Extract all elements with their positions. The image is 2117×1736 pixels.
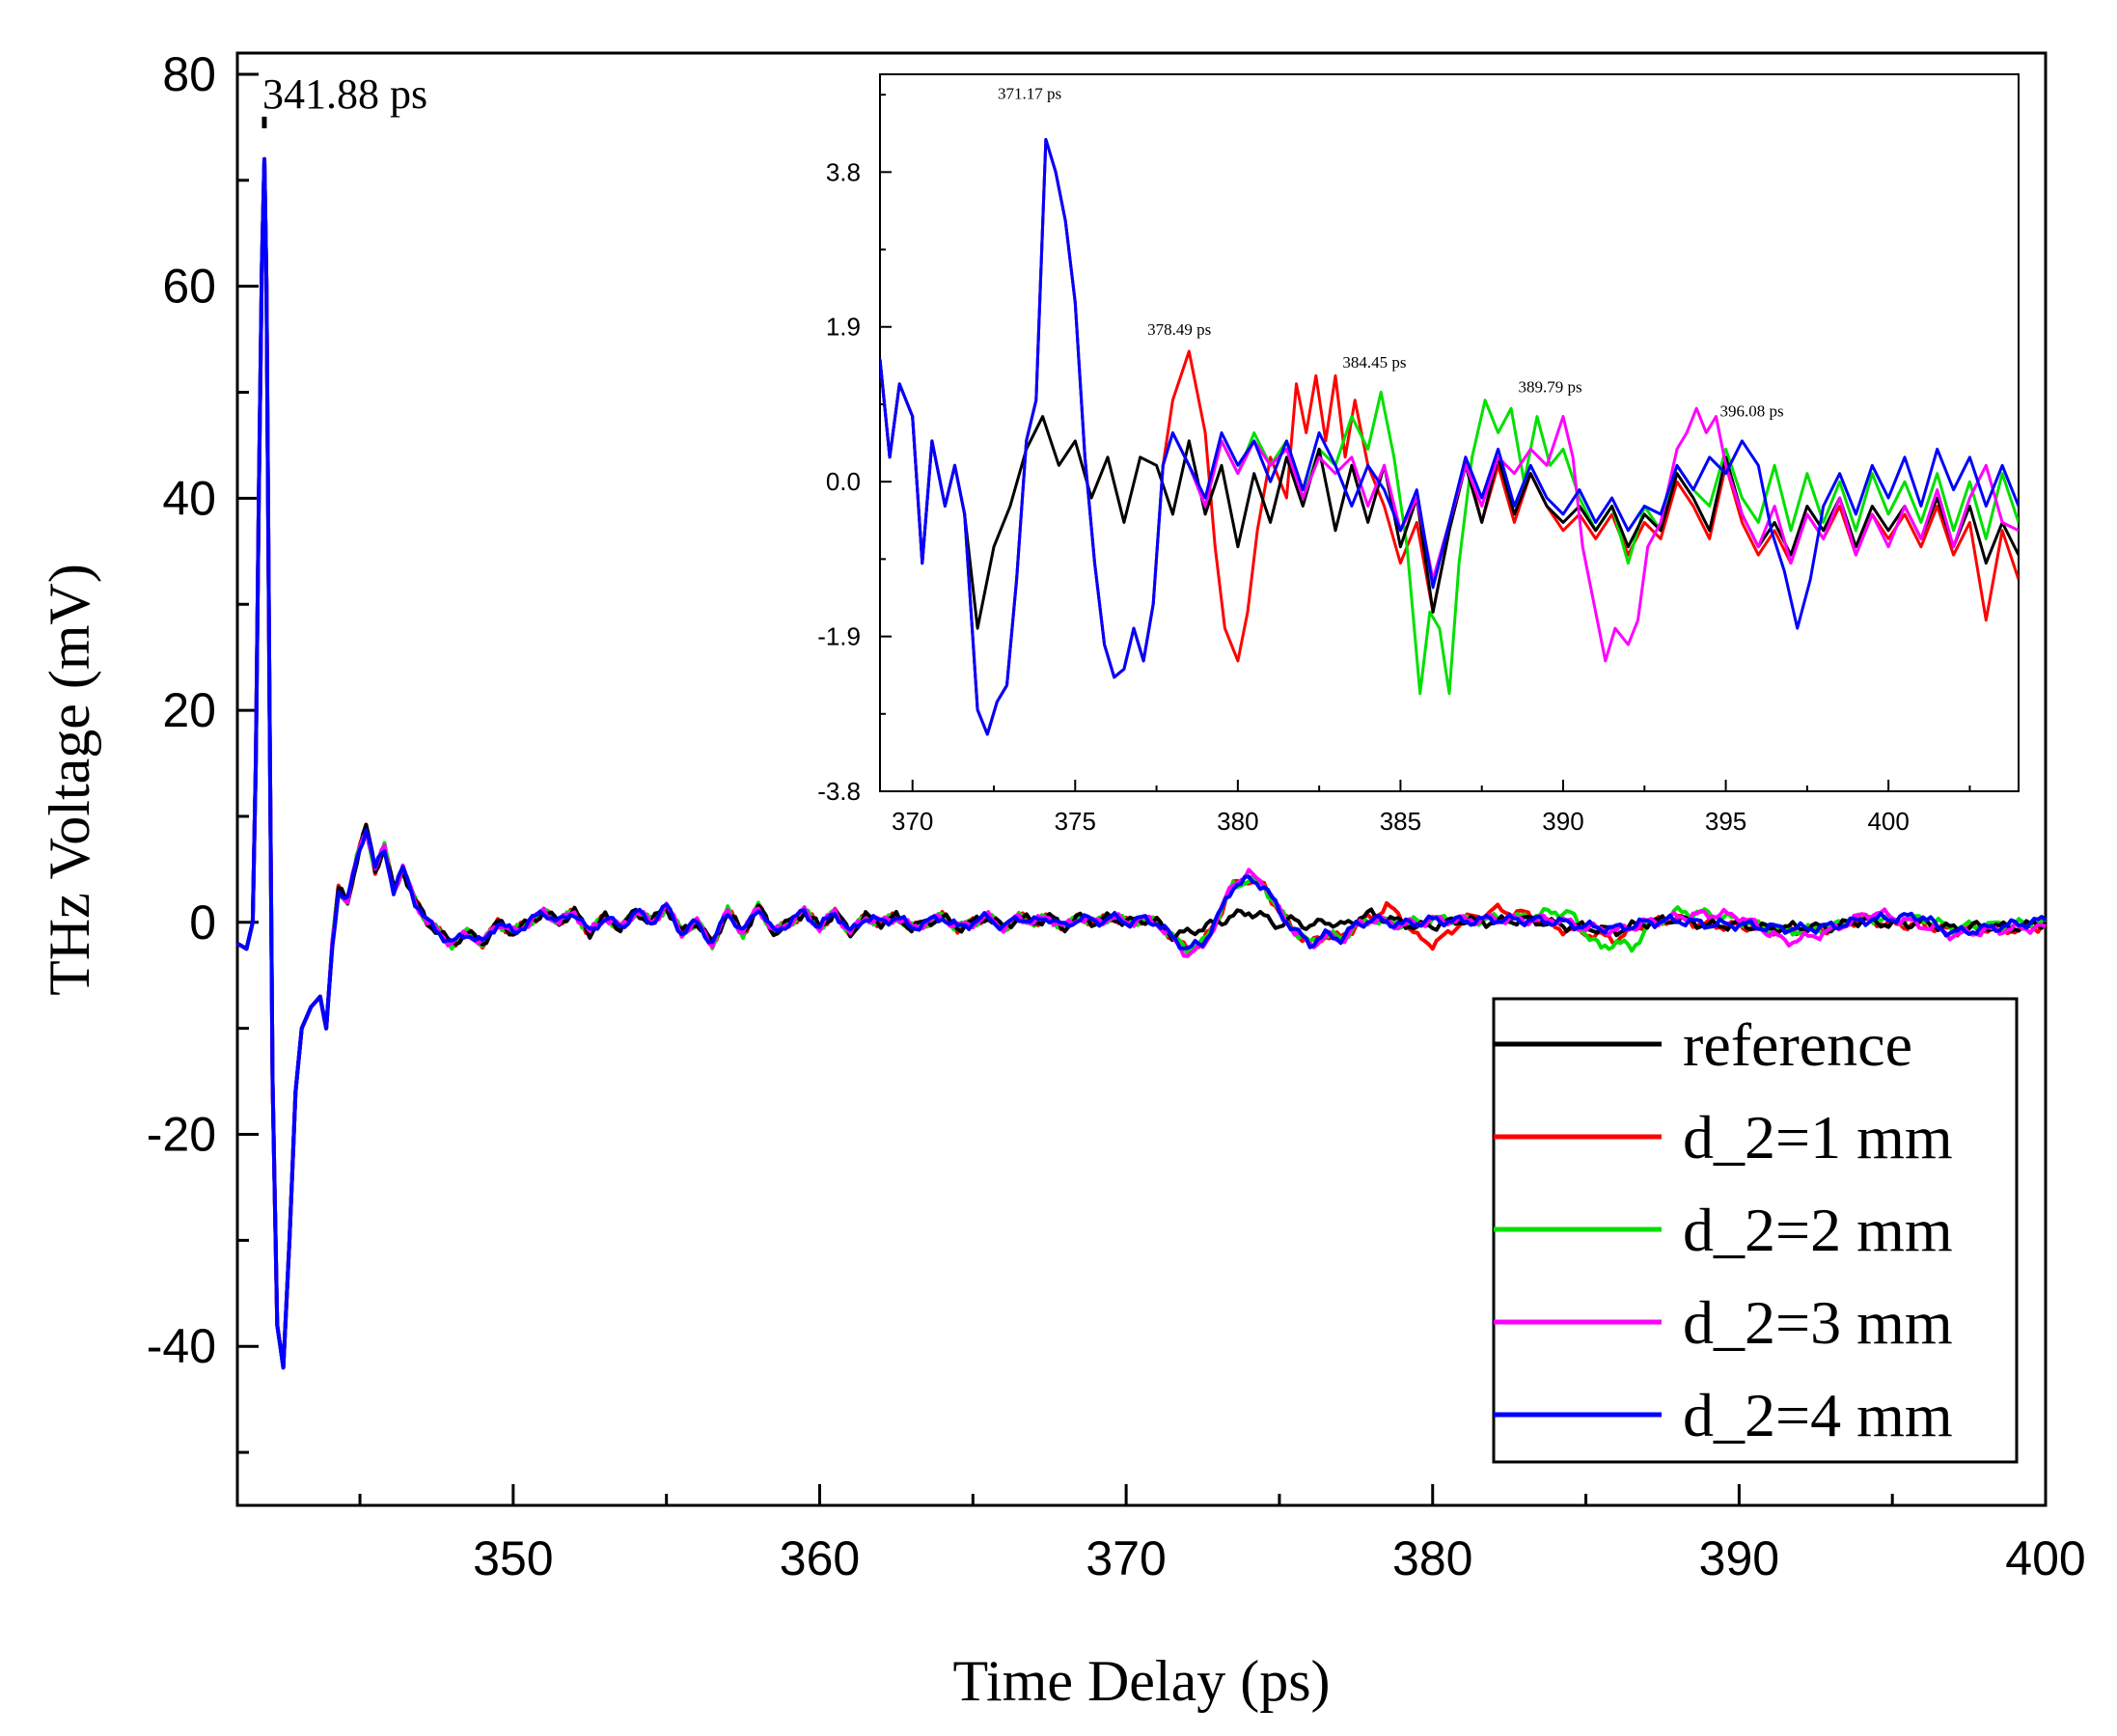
inset-peak-label-389-79-ps: 389.79 ps <box>1518 377 1581 396</box>
main-series-line-d-2-4-mm <box>236 156 2048 1370</box>
x-tick-label-360: 360 <box>780 1531 860 1585</box>
inset-y-ticks: -3.8 -1.9 0.0 1.9 3.8 <box>817 94 892 806</box>
inset-y-tick-label-3: 1.9 <box>826 313 861 342</box>
inset-x-tick-label-370: 370 <box>892 807 933 836</box>
main-series-group <box>236 116 2048 1370</box>
x-tick-label-350: 350 <box>473 1531 553 1585</box>
y-tick-label-0: 0 <box>189 896 216 950</box>
x-axis-title: Time Delay (ps) <box>952 1649 1330 1713</box>
legend-label-d-2-2-mm: d_2=2 mm <box>1683 1196 1953 1264</box>
legend: reference d_2=1 mm d_2=2 mm d_2=3 mm d_2=4 m… <box>1492 997 2019 1464</box>
inset-y-tick-label-1: -1.9 <box>817 622 861 651</box>
y-tick-label--40: -40 <box>147 1319 216 1373</box>
legend-label-d-2-4-mm: d_2=4 mm <box>1683 1381 1953 1449</box>
inset-plot-frame <box>879 73 2020 792</box>
x-tick-label-400: 400 <box>2005 1531 2085 1585</box>
inset-y-tick-label-2: 0.0 <box>826 467 861 496</box>
inset-peak-label-378-49-ps: 378.49 ps <box>1147 320 1211 339</box>
legend-label-reference: reference <box>1683 1010 1912 1079</box>
inset-x-tick-label-400: 400 <box>1867 807 1909 836</box>
inset-y-tick-label-0: -3.8 <box>817 777 861 806</box>
main-y-ticks: -40 -20 0 20 40 60 80 <box>147 47 259 1454</box>
inset-x-tick-label-375: 375 <box>1055 807 1096 836</box>
inset-peak-label-371-17-ps: 371.17 ps <box>998 84 1061 102</box>
inset-series-group <box>880 138 2019 736</box>
inset-x-tick-label-390: 390 <box>1542 807 1583 836</box>
y-tick-label-20: 20 <box>162 683 216 737</box>
inset-plot: 370 375 380 385 390 395 400 -3.8-1.90.01.93.8 … <box>817 73 2020 836</box>
x-tick-label-380: 380 <box>1392 1531 1472 1585</box>
legend-label-d-2-3-mm: d_2=3 mm <box>1683 1288 1953 1357</box>
inset-x-tick-label-395: 395 <box>1705 807 1746 836</box>
y-tick-label-40: 40 <box>162 471 216 525</box>
legend-entries: reference d_2=1 mm d_2=2 mm d_2=3 mm d_2=4 m… <box>1494 1010 1953 1449</box>
y-axis-title: THz Voltage (mV) <box>38 564 101 996</box>
x-tick-label-370: 370 <box>1086 1531 1166 1585</box>
inset-peak-labels: 371.17 ps 378.49 ps 384.45 ps 389.79 ps 396.… <box>998 84 1784 420</box>
main-plot: 350 360 370 380 390 400 -40 -20 0 20 40 60 80 341.8… <box>38 47 2086 1713</box>
main-x-ticks: 350 360 370 380 390 400 <box>358 1484 2086 1585</box>
main-peak-label: 341.88 ps <box>262 70 427 118</box>
inset-x-tick-label-385: 385 <box>1380 807 1421 836</box>
y-tick-label-80: 80 <box>162 47 216 101</box>
inset-series-line-d-2-4-mm <box>880 138 2019 736</box>
main-plot-frame <box>235 51 2048 1507</box>
inset-x-tick-label-380: 380 <box>1217 807 1258 836</box>
inset-peak-label-396-08-ps: 396.08 ps <box>1719 402 1783 421</box>
inset-x-ticks: 370 375 380 385 390 395 400 <box>892 780 1971 836</box>
inset-y-tick-label-4: 3.8 <box>826 157 861 186</box>
y-tick-label--20: -20 <box>147 1108 216 1162</box>
inset-peak-label-384-45-ps: 384.45 ps <box>1342 353 1406 372</box>
legend-label-d-2-1-mm: d_2=1 mm <box>1683 1103 1953 1171</box>
y-tick-label-60: 60 <box>162 260 216 314</box>
x-tick-label-390: 390 <box>1699 1531 1779 1585</box>
main-series-line-d-2-3-mm <box>236 156 2047 1370</box>
